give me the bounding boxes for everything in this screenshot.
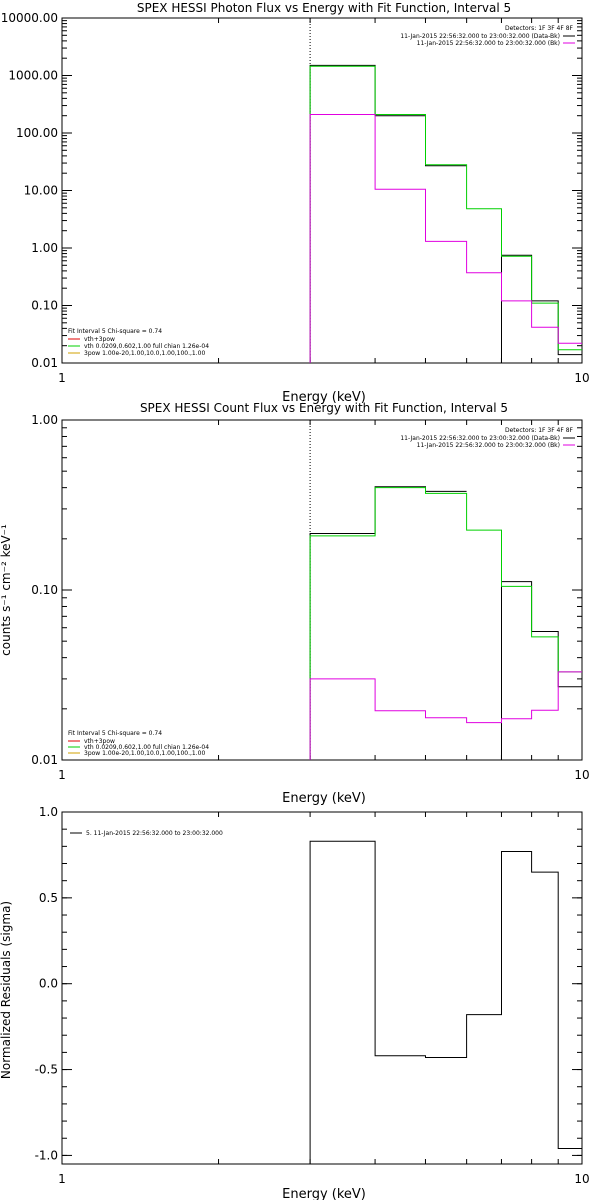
legend-interval: 5. 11-Jan-2015 22:56:32.000 to 23:00:32.… xyxy=(86,830,223,837)
legend-detectors: Detectors: 1F 3F 4F 8F xyxy=(505,25,574,32)
legend-3pow: 3pow 1.00e-20,1.00,10.0,1.00,100.,1.00 xyxy=(84,750,205,757)
series-layer xyxy=(309,18,582,363)
y-tick-label-0-5: -0.5 xyxy=(35,1063,58,1077)
legend-entry-data-bk: 11-Jan-2015 22:56:32.000 to 23:00:32.000… xyxy=(400,33,560,40)
plot-frame xyxy=(61,811,583,1165)
series-line-3 xyxy=(309,114,582,363)
x-axis-label: Energy (keV) xyxy=(282,1187,366,1200)
y-axis-label: counts s⁻¹ cm⁻² keV⁻¹ xyxy=(0,524,13,656)
y-tick-label-1-0: -1.0 xyxy=(35,1148,58,1162)
plot-frame xyxy=(61,17,583,364)
series-line-3 xyxy=(309,671,582,760)
y-tick-label-1-0: 1.0 xyxy=(39,805,58,819)
y-tick-label-0-10: 0.10 xyxy=(31,299,58,313)
x-tick-label-1: 1 xyxy=(58,371,66,385)
x-tick-label-10: 10 xyxy=(574,768,589,782)
y-tick-label-10-00: 10.00 xyxy=(24,184,58,198)
tick-layer: 0.01 0.10 1.00 1 10 xyxy=(31,413,589,782)
y-tick-label-0-0: 0.0 xyxy=(39,977,58,991)
y-tick-label-1-00: 1.00 xyxy=(31,241,58,255)
legend-top: Detectors: 1F 3F 4F 8F 11-Jan-2015 22:56… xyxy=(400,427,575,449)
plot-frame xyxy=(61,419,583,761)
chart-title: SPEX HESSI Count Flux vs Energy with Fit… xyxy=(140,401,508,415)
legend-fit-interval: Fit Interval 5 Chi-square = 0.74 xyxy=(68,730,162,737)
panel-count-flux: SPEX HESSI Count Flux vs Energy with Fit… xyxy=(0,401,590,806)
y-tick-label-0-5: 0.5 xyxy=(39,891,58,905)
legend-entry-bk: 11-Jan-2015 22:56:32.000 to 23:00:32.000… xyxy=(417,40,560,47)
y-tick-label-1-00: 1.00 xyxy=(31,413,58,427)
x-axis-label: Energy (keV) xyxy=(282,390,366,405)
legend-fit-interval: Fit Interval 5 Chi-square = 0.74 xyxy=(68,328,162,335)
legend-entry-data-bk: 11-Jan-2015 22:56:32.000 to 23:00:32.000… xyxy=(400,435,560,442)
legend-vth: vth 0.0209,0.602,1.00 full chian 1.26e-0… xyxy=(84,744,209,751)
legend-detectors: Detectors: 1F 3F 4F 8F xyxy=(505,427,574,434)
series-line-1 xyxy=(309,840,582,1164)
legend-model: vth+3pow xyxy=(84,738,115,745)
panel-photon-flux: SPEX HESSI Photon Flux vs Energy with Fi… xyxy=(1,1,590,405)
legend-model: vth+3pow xyxy=(84,336,115,343)
series-line-2 xyxy=(309,487,582,760)
panel-residuals: Energy (keV) Normalized Residuals (sigma… xyxy=(0,805,590,1200)
legend-entry-bk: 11-Jan-2015 22:56:32.000 to 23:00:32.000… xyxy=(417,442,560,449)
series-line-1 xyxy=(309,64,582,363)
x-tick-label-1: 1 xyxy=(58,1172,66,1186)
x-tick-label-10: 10 xyxy=(574,1172,589,1186)
y-tick-label-10000-00: 10000.00 xyxy=(1,11,58,25)
y-tick-label-0-10: 0.10 xyxy=(31,583,58,597)
legend-bottom: Fit Interval 5 Chi-square = 0.74 vth+3po… xyxy=(68,328,209,357)
legend-top: 5. 11-Jan-2015 22:56:32.000 to 23:00:32.… xyxy=(70,830,223,837)
series-line-2 xyxy=(309,65,582,363)
legend-top: Detectors: 1F 3F 4F 8F 11-Jan-2015 22:56… xyxy=(400,25,575,47)
tick-layer: -1.0 -0.5 0.0 0.5 1.0 1 10 xyxy=(35,805,590,1186)
y-tick-label-100-00: 100.00 xyxy=(16,126,58,140)
legend-vth: vth 0.0209,0.602,1.00 full chian 1.26e-0… xyxy=(84,343,209,350)
y-axis-label: Normalized Residuals (sigma) xyxy=(0,901,13,1079)
series-line-1 xyxy=(309,486,582,760)
series-layer xyxy=(309,420,582,760)
chart-title: SPEX HESSI Photon Flux vs Energy with Fi… xyxy=(137,1,511,15)
y-tick-label-0-01: 0.01 xyxy=(31,356,58,370)
x-tick-label-10: 10 xyxy=(574,371,589,385)
x-axis-label: Energy (keV) xyxy=(282,791,366,806)
legend-bottom: Fit Interval 5 Chi-square = 0.74 vth+3po… xyxy=(68,730,209,757)
y-tick-label-0-01: 0.01 xyxy=(31,753,58,767)
y-tick-label-1000-00: 1000.00 xyxy=(8,69,58,83)
x-tick-label-1: 1 xyxy=(58,768,66,782)
series-layer xyxy=(309,840,582,1164)
legend-3pow: 3pow 1.00e-20,1.00,10.0,1.00,100.,1.00 xyxy=(84,350,205,357)
